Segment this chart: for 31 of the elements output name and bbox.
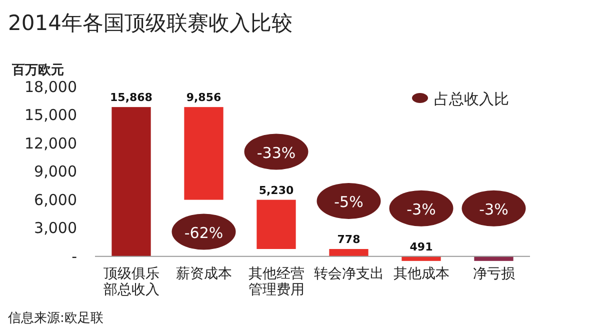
chart-title: 2014年各国顶级联赛收入比较 [8, 11, 292, 35]
x-tick-label: 转会净支出 [314, 266, 384, 282]
x-tick-label: 其他成本 [393, 266, 450, 282]
y-tick-label: 18,000 [24, 78, 77, 96]
y-axis-title: 百万欧元 [11, 63, 64, 78]
y-tick-label: 3,000 [34, 219, 77, 238]
annotation: -3% [479, 200, 508, 218]
x-tick-label: 薪资成本 [176, 266, 232, 282]
bar [329, 248, 368, 256]
data-label: 9,856 [186, 91, 222, 104]
x-tick-label: 顶级俱乐部总收入 [103, 266, 160, 298]
x-tick-label: 其他经营管理费用 [248, 266, 304, 298]
data-label: 491 [410, 240, 433, 254]
y-tick-label: 12,000 [24, 134, 77, 152]
data-label: 5,230 [258, 184, 294, 197]
data-label: 15,868 [110, 91, 152, 104]
y-tick-label: 15,000 [24, 106, 77, 124]
annotation: -62% [184, 224, 224, 242]
annotation: -3% [406, 200, 436, 218]
text: 信息来源:欧足联 [8, 311, 104, 326]
annotation: 占总收入比 [434, 90, 509, 108]
y-tick-label: 6,000 [34, 190, 77, 209]
y-tick-label: - [72, 247, 77, 266]
annotation: -33% [256, 144, 296, 162]
y-tick-label: 9,000 [34, 162, 77, 181]
data-label: 778 [337, 232, 360, 246]
annotation: -5% [334, 192, 364, 211]
bar [112, 107, 151, 256]
bar [256, 200, 296, 249]
x-tick-label: 净亏损 [472, 266, 515, 282]
bar [184, 107, 224, 200]
